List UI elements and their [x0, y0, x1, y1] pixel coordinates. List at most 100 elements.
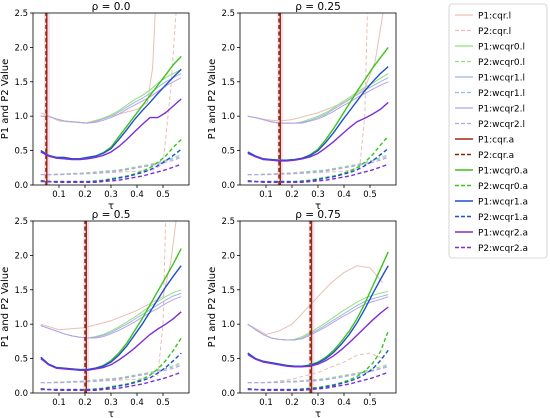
- x-tick-label: 0.5: [363, 398, 377, 408]
- y-axis-label: P1 and P2 Value: [207, 59, 218, 140]
- y-tick-label: 1.0: [221, 320, 235, 330]
- x-tick-label: 0.4: [337, 398, 351, 408]
- legend-entry: P2:wcqr2.l: [455, 120, 525, 130]
- y-tick-label: 1.5: [14, 78, 28, 88]
- legend-entry: P1:cqr.a: [455, 136, 514, 146]
- x-tick-label: 0.3: [311, 190, 325, 200]
- chart-panel-3: 0.0 0.5 1.0 1.5 2.0 2.5 0.1 0.2 0.3 0.4 0.5 ρ = 0.5…: [0, 209, 190, 418]
- chart-panel-4: 0.0 0.5 1.0 1.5 2.0 2.5 0.1 0.2 0.3 0.4 0.5 ρ = 0.7…: [207, 209, 397, 418]
- panel-title: ρ = 0.25: [295, 1, 341, 13]
- legend-label: P1:cqr.a: [478, 136, 514, 146]
- y-tick-label: 2.0: [14, 251, 28, 261]
- series-line-P2-wcqr1-l: [40, 363, 182, 384]
- x-tick-label: 0.3: [311, 398, 325, 408]
- legend-entry: P2:wcqr0.l: [455, 58, 525, 68]
- series-line-P2-wcqr2-a: [247, 163, 389, 183]
- series-line-P2-wcqr2-a: [40, 371, 182, 391]
- legend-label: P2:cqr.a: [478, 151, 514, 161]
- y-tick-label: 2.0: [14, 43, 28, 53]
- y-tick-label: 2.5: [221, 9, 235, 19]
- y-axis-label: P1 and P2 Value: [0, 59, 11, 140]
- y-tick-label: 0.5: [14, 147, 28, 157]
- y-tick-label: 1.0: [221, 112, 235, 122]
- y-tick-label: 1.0: [14, 112, 28, 122]
- x-tick-label: 0.5: [363, 190, 377, 200]
- series-line-P1-wcqr2-l: [40, 296, 182, 339]
- y-tick-label: 2.0: [221, 251, 235, 261]
- chart-panel-1: 0.0 0.5 1.0 1.5 2.0 2.5 0.1 0.2 0.3 0.4 0.5 ρ = 0.0…: [0, 1, 190, 212]
- plot-lines: [247, 221, 389, 393]
- series-line-P2-wcqr2-l: [247, 157, 389, 176]
- y-tick-label: 0.0: [221, 181, 235, 191]
- series-line-P1-wcqr2-a: [40, 311, 182, 371]
- y-axis-label: P1 and P2 Value: [207, 267, 218, 348]
- y-tick-label: 0.5: [14, 355, 28, 365]
- series-line-P1-cqr-l: [40, 221, 177, 331]
- series-line-P1-cqr-l: [247, 265, 384, 336]
- y-tick-label: 1.0: [14, 320, 28, 330]
- legend-label: P1:wcqr0.l: [478, 43, 525, 53]
- series-line-P1-wcqr1-a: [40, 68, 182, 160]
- plot-area: [240, 13, 396, 185]
- legend-box: [448, 3, 548, 259]
- x-tick-label: 0.2: [78, 190, 92, 200]
- y-tick-label: 2.0: [221, 43, 235, 53]
- x-tick-label: 0.4: [130, 190, 144, 200]
- series-line-P1-wcqr2-l: [247, 81, 389, 124]
- legend-entry: P2:wcqr1.a: [455, 213, 528, 223]
- x-tick-label: 0.1: [52, 398, 66, 408]
- legend-entry: P1:cqr.l: [455, 12, 511, 22]
- plot-area: [33, 13, 189, 185]
- plot-lines: [247, 13, 389, 185]
- chart-panels: 0.0 0.5 1.0 1.5 2.0 2.5 0.1 0.2 0.3 0.4 0.5 ρ = 0.0…: [0, 1, 397, 418]
- x-tick-label: 0.1: [52, 190, 66, 200]
- series-line-P2-wcqr2-l: [247, 366, 389, 384]
- legend-entry: P1:wcqr1.l: [455, 74, 525, 84]
- legend-label: P2:wcqr0.l: [478, 58, 525, 68]
- legend-entry: P1:wcqr0.l: [455, 43, 525, 53]
- legend-entry: P2:wcqr1.l: [455, 89, 525, 99]
- chart-panel-2: 0.0 0.5 1.0 1.5 2.0 2.5 0.1 0.2 0.3 0.4 0.5 ρ = 0.2…: [207, 1, 397, 212]
- x-tick-label: 0.3: [104, 190, 118, 200]
- y-tick-label: 0.0: [14, 181, 28, 191]
- legend-label: P1:wcqr2.l: [478, 105, 525, 115]
- plot-lines: [40, 221, 182, 393]
- legend-entry: P2:cqr.a: [455, 151, 514, 161]
- x-axis-label: τ: [108, 409, 114, 418]
- x-tick-label: 0.1: [259, 190, 273, 200]
- legend-entry: P2:wcqr0.a: [455, 182, 528, 192]
- legend-entry: P1:wcqr0.a: [455, 167, 528, 177]
- y-tick-label: 2.5: [221, 217, 235, 227]
- x-tick-label: 0.1: [259, 398, 273, 408]
- x-tick-label: 0.2: [285, 398, 299, 408]
- legend-label: P2:wcqr0.a: [478, 182, 528, 192]
- legend-entry: P2:wcqr2.a: [455, 244, 528, 254]
- series-line-P1-wcqr2-a: [40, 98, 182, 161]
- x-tick-label: 0.5: [156, 398, 170, 408]
- y-axis-label: P1 and P2 Value: [0, 267, 11, 348]
- legend-entry: P1:wcqr2.l: [455, 105, 525, 115]
- legend-entry: P1:wcqr1.a: [455, 198, 528, 208]
- y-tick-label: 0.5: [221, 355, 235, 365]
- series-line-P2-wcqr2-l: [40, 157, 182, 176]
- legend-label: P2:wcqr2.a: [478, 244, 528, 254]
- x-axis-label: τ: [315, 201, 321, 212]
- y-tick-label: 0.0: [221, 389, 235, 399]
- x-tick-label: 0.4: [337, 190, 351, 200]
- y-tick-label: 0.0: [14, 389, 28, 399]
- legend-label: P1:wcqr0.a: [478, 167, 528, 177]
- legend-label: P2:wcqr2.l: [478, 120, 525, 130]
- legend: P1:cqr.l P2:cqr.l P1:wcqr0.l P2:wcqr0.l P1:w…: [448, 3, 548, 259]
- x-tick-label: 0.5: [156, 190, 170, 200]
- series-line-P2-wcqr2-a: [247, 371, 389, 391]
- y-tick-label: 1.5: [221, 286, 235, 296]
- legend-label: P1:wcqr1.l: [478, 74, 525, 84]
- legend-label: P1:cqr.l: [478, 12, 511, 22]
- series-line-P1-wcqr2-l: [40, 77, 182, 124]
- x-axis-label: τ: [315, 409, 321, 418]
- legend-label: P2:wcqr1.l: [478, 89, 525, 99]
- legend-label: P2:wcqr1.a: [478, 213, 528, 223]
- y-tick-label: 2.5: [14, 9, 28, 19]
- plot-lines: [40, 13, 182, 185]
- y-tick-label: 0.5: [221, 147, 235, 157]
